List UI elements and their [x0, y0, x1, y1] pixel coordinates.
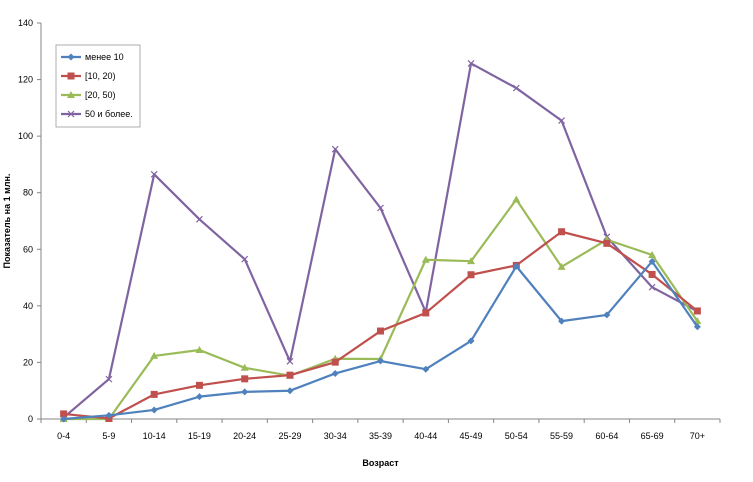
series-3-point	[241, 255, 249, 263]
series-3-point	[196, 215, 203, 223]
series-0-point	[648, 257, 656, 265]
y-tick-label: 20	[23, 357, 33, 367]
x-tick-label: 25-29	[278, 431, 301, 441]
series-0-point	[286, 387, 294, 395]
series-2-point	[467, 257, 476, 265]
y-tick-label: 100	[18, 131, 33, 141]
series-0-point	[105, 411, 113, 419]
legend-label: 50 и более.	[85, 109, 133, 119]
series-0-point	[331, 369, 339, 377]
series-2-point	[421, 255, 430, 263]
series-1-point	[648, 270, 656, 278]
series-3-point	[648, 283, 656, 291]
legend-item: менее 10	[61, 52, 124, 62]
series-1-point	[286, 371, 294, 379]
y-tick-label: 120	[18, 75, 33, 85]
series-0-point	[603, 311, 611, 319]
series-2-point	[150, 351, 159, 359]
series-1-point	[150, 390, 158, 398]
series-0-point	[377, 357, 384, 365]
series-0-point	[422, 365, 430, 373]
series-lines	[59, 60, 702, 423]
y-tick-label: 60	[23, 244, 33, 254]
series-0-point	[67, 53, 75, 61]
legend: менее 10 [10, 20) [20, 50) 50 и более.	[55, 44, 141, 128]
x-tick-label: 60-64	[595, 431, 618, 441]
series-2-point	[512, 195, 521, 203]
y-axis: 0 20 40 60 80 100 120 140	[18, 18, 42, 424]
x-axis: 0-4 5-9 10-14 15-19 20-24 25-29 30-34 35-39 40-4…	[40, 418, 721, 441]
series-0-point	[150, 406, 158, 414]
series-3-point	[286, 357, 294, 365]
series-2-point	[67, 91, 75, 98]
y-tick-label: 0	[28, 414, 33, 424]
series-0-line	[63, 260, 699, 421]
series-2-point	[557, 262, 566, 270]
legend-label: [20, 50)	[85, 90, 116, 100]
series-1-point	[422, 309, 430, 317]
legend-label: менее 10	[85, 52, 124, 62]
series-3-point	[331, 145, 339, 153]
x-tick-label: 10-14	[143, 431, 166, 441]
series-3-point	[377, 204, 384, 212]
y-tick-label: 40	[23, 301, 33, 311]
x-tick-label: 70+	[690, 431, 705, 441]
series-1-point	[558, 228, 566, 236]
series-2-point	[648, 250, 657, 258]
x-tick-label: 40-44	[414, 431, 437, 441]
x-tick-label: 35-39	[369, 431, 392, 441]
legend-label: [10, 20)	[85, 71, 116, 81]
series-1-point	[241, 375, 249, 383]
series-1-point	[331, 358, 339, 366]
series-2-point	[195, 345, 204, 353]
series-1-point	[693, 307, 701, 315]
legend-item: [20, 50)	[61, 90, 116, 100]
x-tick-label: 30-34	[324, 431, 347, 441]
series-0-point	[512, 262, 520, 270]
y-tick-label: 140	[18, 18, 33, 28]
x-tick-label: 55-59	[550, 431, 573, 441]
x-axis-title: Возраст	[362, 458, 399, 468]
series-3-point	[150, 170, 158, 178]
x-tick-label: 15-19	[188, 431, 211, 441]
series-1-point	[67, 72, 75, 80]
series-3-point	[105, 375, 113, 383]
x-tick-label: 45-49	[460, 431, 483, 441]
series-0-point	[467, 337, 475, 345]
series-3-point	[467, 60, 475, 67]
x-tick-label: 5-9	[102, 431, 115, 441]
y-tick-label: 80	[23, 188, 33, 198]
series-0-point	[241, 388, 249, 396]
series-3-point	[558, 117, 565, 125]
series-2-point	[240, 363, 249, 371]
series-1-point	[377, 327, 384, 335]
series-0-point	[558, 317, 566, 325]
series-1-point	[60, 410, 68, 418]
series-0-point	[60, 415, 68, 423]
x-tick-label: 0-4	[57, 431, 70, 441]
legend-item: 50 и более.	[61, 109, 133, 119]
series-3-point	[512, 84, 520, 92]
x-tick-label: 65-69	[641, 431, 664, 441]
legend-item: [10, 20)	[61, 71, 116, 81]
series-0-point	[693, 323, 701, 331]
series-2-line	[63, 198, 699, 421]
y-axis-title: Показатель на 1 млн.	[2, 174, 12, 269]
series-3-point	[67, 110, 75, 118]
x-tick-label: 50-54	[505, 431, 528, 441]
series-1-point	[603, 239, 611, 247]
series-1-point	[195, 381, 203, 389]
series-0-point	[195, 393, 203, 401]
series-0	[60, 257, 701, 423]
series-1	[60, 228, 701, 422]
x-tick-label: 20-24	[233, 431, 256, 441]
series-1-line	[63, 230, 699, 420]
series-1-point	[467, 271, 475, 279]
